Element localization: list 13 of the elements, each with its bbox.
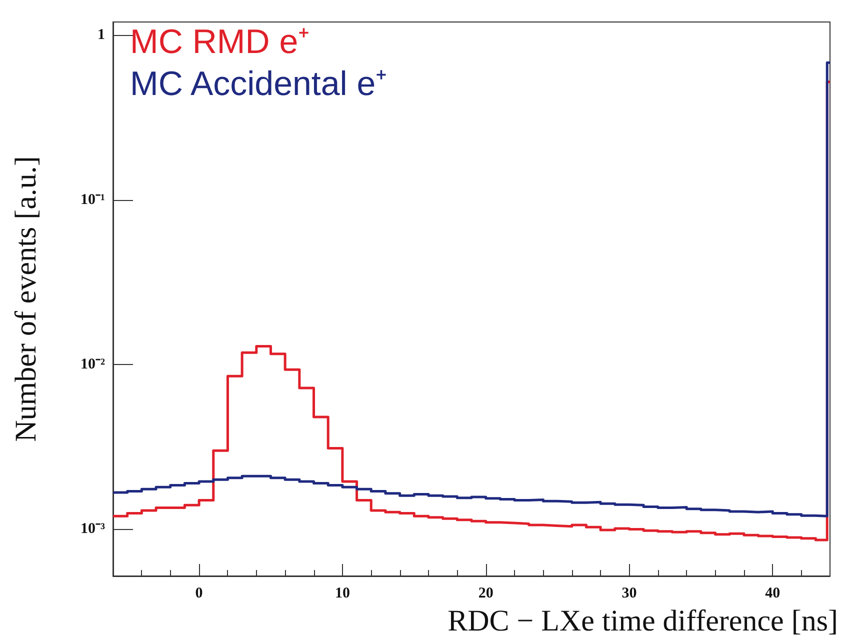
x-axis-title: RDC − LXe time difference [ns] — [448, 604, 838, 638]
text: MC Accidental e⁺ — [130, 65, 387, 103]
x-tick-label: 40 — [765, 586, 780, 602]
x-tick-label: 30 — [622, 586, 637, 602]
y-tick-label: 10⁻³ — [80, 521, 106, 538]
y-tick-label: 1 — [98, 27, 105, 44]
x-tick-label: 20 — [478, 586, 494, 602]
y-tick-label: 10⁻² — [80, 356, 106, 372]
x-tick-label: 0 — [195, 586, 203, 602]
y-axis-title: Number of events [a.u.] — [10, 156, 42, 442]
y-tick-label: 10⁻¹ — [80, 192, 105, 208]
x-tick-label: 10 — [334, 586, 350, 602]
text: MC RMD e⁺ — [130, 23, 310, 61]
